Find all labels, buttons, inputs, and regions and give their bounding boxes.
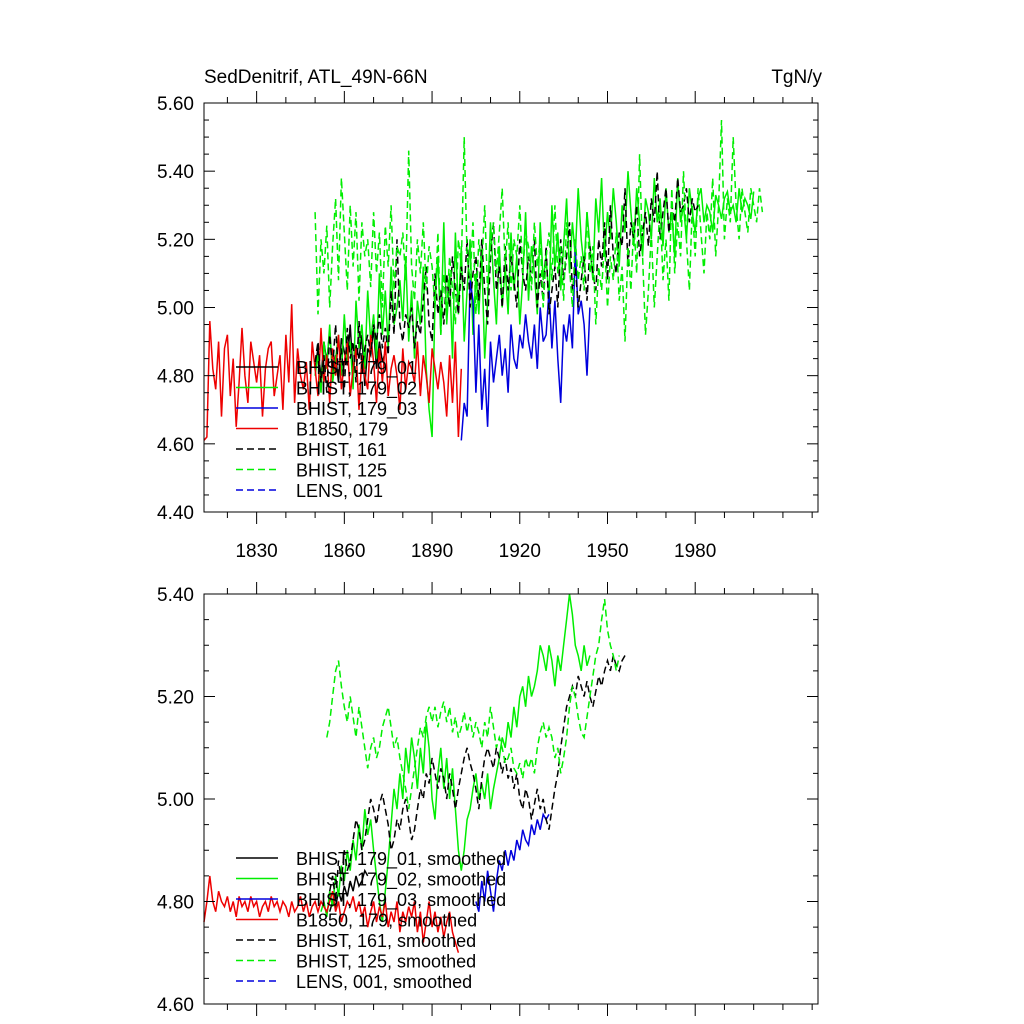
series-line-b179_03 (460, 246, 591, 441)
legend-label-b179_01: BHIST, 179_01, smoothed (296, 849, 506, 870)
top-panel-ticks: 4.40 4.60 4.80 5.00 5.20 5.40 5.60 1830 1860 1890… (157, 91, 818, 562)
x-tick-label: 1830 (235, 541, 277, 562)
series-line-b1850_179 (203, 304, 463, 441)
series-line-b161 (328, 655, 626, 902)
y-tick-label: 4.80 (157, 367, 194, 388)
x-tick-label: 1860 (323, 541, 365, 562)
y-tick-label: 4.80 (157, 893, 194, 914)
series-line-b1850_179 (203, 875, 460, 953)
series-line-b125 (326, 598, 620, 810)
series-line-b179_03 (475, 812, 550, 912)
y-tick-label: 5.40 (157, 162, 194, 183)
series-line-b179_01 (328, 868, 369, 912)
units-label: TgN/y (771, 67, 822, 88)
y-tick-label: 5.20 (157, 688, 194, 709)
bottom-panel-series (203, 593, 626, 953)
y-tick-label: 5.00 (157, 790, 194, 811)
y-tick-label: 5.20 (157, 230, 194, 251)
legend-label-b179_03: BHIST, 179_03 (296, 399, 417, 420)
legend-label-b161: BHIST, 161 (296, 440, 387, 460)
y-tick-label: 4.60 (157, 435, 194, 456)
x-tick-label: 1890 (411, 541, 453, 562)
legend-label-b1850_179: B1850, 179 (296, 420, 388, 440)
y-tick-label: 5.60 (157, 94, 194, 115)
top-panel-series (203, 119, 764, 441)
legend-label-b161: BHIST, 161, smoothed (296, 931, 476, 951)
series-line-b125 (314, 119, 764, 342)
x-tick-label: 1950 (586, 541, 628, 562)
series-line-b179_02 (320, 593, 591, 923)
y-tick-label: 5.40 (157, 585, 194, 606)
legend-label-b179_02: BHIST, 179_02 (296, 379, 417, 400)
legend-label-lens001: LENS, 001 (296, 481, 383, 501)
legend-label-b179_03: BHIST, 179_03, smoothed (296, 890, 506, 911)
legend-label-b1850_179: B1850, 179, smoothed (296, 911, 477, 931)
chart-title: SedDenitrif, ATL_49N-66N (204, 67, 428, 88)
legend-label-lens001: LENS, 001, smoothed (296, 972, 472, 992)
x-tick-label: 1920 (499, 541, 541, 562)
y-tick-label: 4.40 (157, 503, 194, 524)
bottom-panel-ticks: 4.60 4.80 5.00 5.20 5.40 (157, 582, 818, 1016)
legend-label-b179_02: BHIST, 179_02, smoothed (296, 870, 506, 891)
legend-label-b179_01: BHIST, 179_01 (296, 358, 417, 379)
legend-label-b125: BHIST, 125, smoothed (296, 952, 476, 972)
legend-label-b125: BHIST, 125 (296, 461, 387, 481)
y-tick-label: 5.00 (157, 299, 194, 320)
x-tick-label: 1980 (674, 541, 716, 562)
y-tick-label: 4.60 (157, 995, 194, 1016)
